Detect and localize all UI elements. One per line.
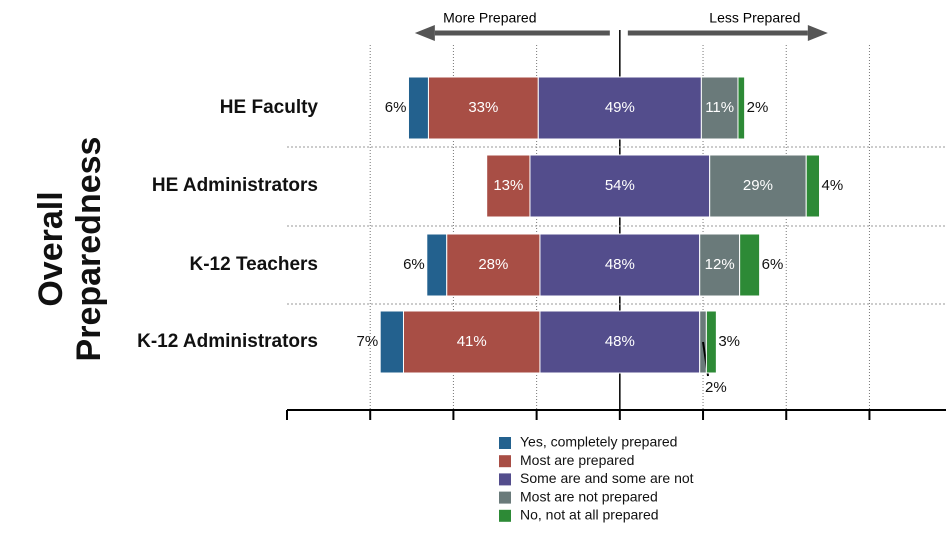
value-label: 11% (705, 99, 734, 116)
value-label: 28% (478, 256, 508, 273)
legend-swatch (499, 473, 511, 486)
value-label: 41% (457, 333, 487, 350)
bar-segment (379, 310, 404, 374)
arrow-head (807, 25, 828, 41)
legend-swatch (499, 491, 511, 504)
bar-segment (537, 76, 702, 140)
category-label: K-12 Administrators (137, 331, 318, 352)
bar-segment (737, 76, 746, 140)
value-label: 48% (605, 333, 635, 350)
bar-segment (805, 154, 821, 218)
bar-segment (427, 76, 539, 140)
value-label: 6% (403, 256, 425, 273)
bar-segment (539, 310, 701, 374)
value-label: 49% (605, 99, 635, 116)
legend-swatch (499, 509, 511, 522)
legend-swatch (499, 437, 511, 449)
value-label: 33% (468, 99, 498, 116)
annotation: More Prepared (443, 10, 536, 26)
legend-swatch (499, 455, 511, 468)
value-label: 48% (605, 256, 635, 273)
bar-segment (705, 310, 717, 374)
value-label: 7% (357, 333, 379, 350)
value-label: 3% (718, 333, 740, 350)
bar-segment (739, 233, 761, 297)
bar-segment (426, 233, 448, 297)
value-label: 2% (705, 379, 727, 396)
category-label: HE Faculty (220, 97, 319, 118)
legend-label: Most are prepared (520, 452, 634, 468)
bar-segment (407, 76, 429, 140)
legend-label: Most are not prepared (520, 488, 658, 504)
bar-segment (446, 233, 541, 297)
bar-segment (699, 233, 741, 297)
bar-segment (402, 310, 541, 374)
value-label: 12% (705, 256, 735, 273)
annotation: Less Prepared (709, 10, 800, 26)
category-label: HE Administrators (152, 175, 318, 196)
bar-segment (700, 76, 739, 140)
value-label: 4% (822, 177, 844, 194)
value-label: 2% (747, 99, 769, 116)
legend-label: Yes, completely prepared (520, 434, 677, 450)
value-label: 29% (743, 177, 773, 194)
value-label: 6% (762, 256, 784, 273)
bar-segment (539, 233, 701, 297)
value-label: 54% (605, 177, 635, 194)
arrow-head (414, 25, 435, 41)
category-label: K-12 Teachers (190, 254, 319, 275)
legend-label: Some are and some are not (520, 470, 694, 486)
value-label: 13% (493, 177, 523, 194)
y-axis-label: Overall Preparedness (32, 136, 108, 362)
bar-segment (709, 154, 807, 218)
value-label: 6% (385, 99, 407, 116)
legend-label: No, not at all prepared (520, 507, 659, 523)
